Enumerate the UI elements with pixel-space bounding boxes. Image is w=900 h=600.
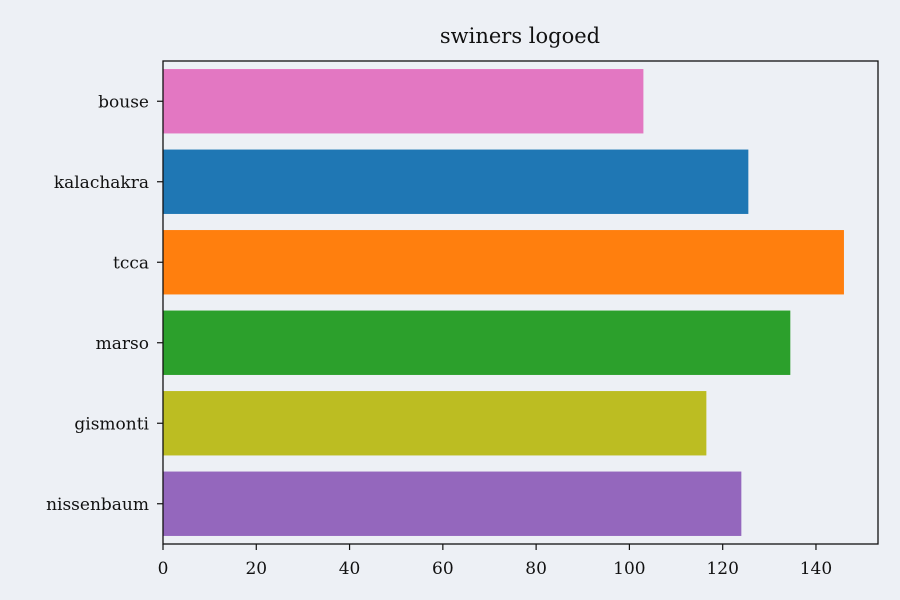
bar-kalachakra	[163, 149, 749, 214]
x-tick-label: 120	[706, 559, 738, 579]
y-tick-label: bouse	[98, 92, 149, 112]
x-tick-label: 140	[800, 559, 832, 579]
x-axis-ticks: 0 20 40 60 80 100 120 140	[158, 544, 832, 579]
plot-frame	[162, 60, 879, 545]
x-tick-label: 100	[613, 559, 645, 579]
bars-group	[163, 69, 844, 536]
x-tick-label: 40	[339, 559, 361, 579]
x-tick-label: 60	[432, 559, 454, 579]
bar-marso	[163, 310, 791, 375]
y-tick-label: nissenbaum	[46, 495, 149, 515]
bar-tcca	[163, 230, 844, 295]
x-tick-label: 20	[245, 559, 267, 579]
bar-nissenbaum	[163, 471, 742, 536]
x-tick-label: 80	[525, 559, 547, 579]
y-tick-label: kalachakra	[54, 173, 149, 193]
y-tick-label: tcca	[113, 253, 149, 273]
y-tick-label: marso	[96, 334, 149, 354]
bar-bouse	[163, 69, 644, 134]
y-tick-label: gismonti	[74, 414, 149, 434]
bar-gismonti	[163, 391, 707, 456]
x-tick-label: 0	[158, 559, 169, 579]
chart-title: swiners logoed	[440, 24, 600, 48]
y-axis-ticks: bouse kalachakra tcca marso gismonti nissenba…	[46, 92, 163, 515]
